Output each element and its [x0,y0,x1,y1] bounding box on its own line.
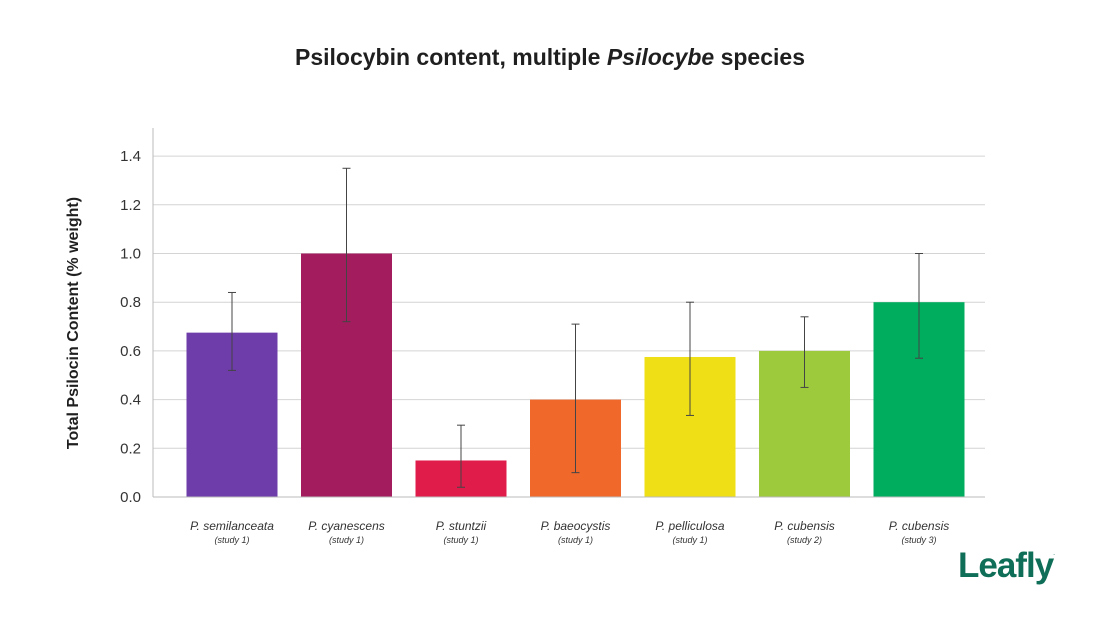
y-axis-label: Total Psilocin Content (% weight) [65,197,82,449]
x-tick-label: P. cyanescens [308,519,385,533]
x-tick-label: P. semilanceata [190,519,274,533]
chart-title: Psilocybin content, multiple Psilocybe s… [0,44,1100,71]
x-tick-sublabel: (study 3) [901,535,936,545]
leafly-logo-text: Leafly [958,546,1054,585]
y-tick-label: 0.6 [120,343,141,360]
x-tick-label: P. baeocystis [541,519,611,533]
x-tick-label: P. pelliculosa [655,519,724,533]
y-axis-ticks: 0.0 0.2 0.4 0.6 0.8 1.0 1.2 1.4 [120,148,141,506]
x-tick-sublabel: (study 2) [787,535,822,545]
y-tick-label: 0.2 [120,440,141,457]
x-axis-ticks: P. semilanceata (study 1) P. cyanescens (st… [190,519,949,545]
leafly-logo-mark: . [1053,550,1055,557]
x-tick-sublabel: (study 1) [558,535,593,545]
chart-title-prefix: Psilocybin content, multiple [294,44,607,70]
x-tick-sublabel: (study 1) [672,535,707,545]
y-tick-label: 0.0 [120,489,141,506]
y-tick-label: 0.4 [120,392,141,409]
chart-title-italic: Psilocybe [606,44,715,70]
y-tick-label: 0.8 [120,294,141,311]
x-tick-label: P. stuntzii [436,519,487,533]
x-tick-label: P. cubensis [774,519,835,533]
y-tick-label: 1.4 [120,148,141,165]
leafly-logo: Leafly. [958,546,1055,586]
x-tick-label: P. cubensis [889,519,950,533]
x-tick-sublabel: (study 1) [329,535,364,545]
y-tick-label: 1.0 [120,246,141,263]
error-bars [228,167,923,488]
x-tick-sublabel: (study 1) [214,535,249,545]
y-tick-label: 1.2 [120,197,141,214]
chart-title-suffix: species [714,44,805,70]
x-tick-sublabel: (study 1) [443,535,478,545]
